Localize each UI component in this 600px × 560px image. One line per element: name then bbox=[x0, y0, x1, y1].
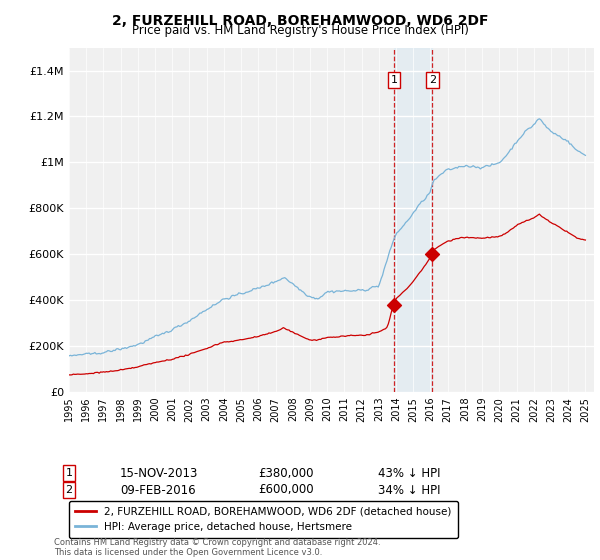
Point bbox=[389, 300, 399, 309]
Text: Contains HM Land Registry data © Crown copyright and database right 2024.
This d: Contains HM Land Registry data © Crown c… bbox=[54, 538, 380, 557]
Text: Price paid vs. HM Land Registry's House Price Index (HPI): Price paid vs. HM Land Registry's House … bbox=[131, 24, 469, 37]
Text: 09-FEB-2016: 09-FEB-2016 bbox=[120, 483, 196, 497]
Text: 2: 2 bbox=[65, 485, 73, 495]
Text: 15-NOV-2013: 15-NOV-2013 bbox=[120, 466, 199, 480]
Text: 34% ↓ HPI: 34% ↓ HPI bbox=[378, 483, 440, 497]
Legend: 2, FURZEHILL ROAD, BOREHAMWOOD, WD6 2DF (detached house), HPI: Average price, de: 2, FURZEHILL ROAD, BOREHAMWOOD, WD6 2DF … bbox=[69, 501, 458, 538]
Text: 2: 2 bbox=[428, 74, 436, 85]
Text: £600,000: £600,000 bbox=[258, 483, 314, 497]
Text: 1: 1 bbox=[65, 468, 73, 478]
Text: 43% ↓ HPI: 43% ↓ HPI bbox=[378, 466, 440, 480]
Bar bbox=[394, 48, 432, 392]
Text: 2, FURZEHILL ROAD, BOREHAMWOOD, WD6 2DF: 2, FURZEHILL ROAD, BOREHAMWOOD, WD6 2DF bbox=[112, 14, 488, 28]
Text: 1: 1 bbox=[391, 74, 397, 85]
Text: £380,000: £380,000 bbox=[258, 466, 314, 480]
Point bbox=[427, 250, 437, 259]
